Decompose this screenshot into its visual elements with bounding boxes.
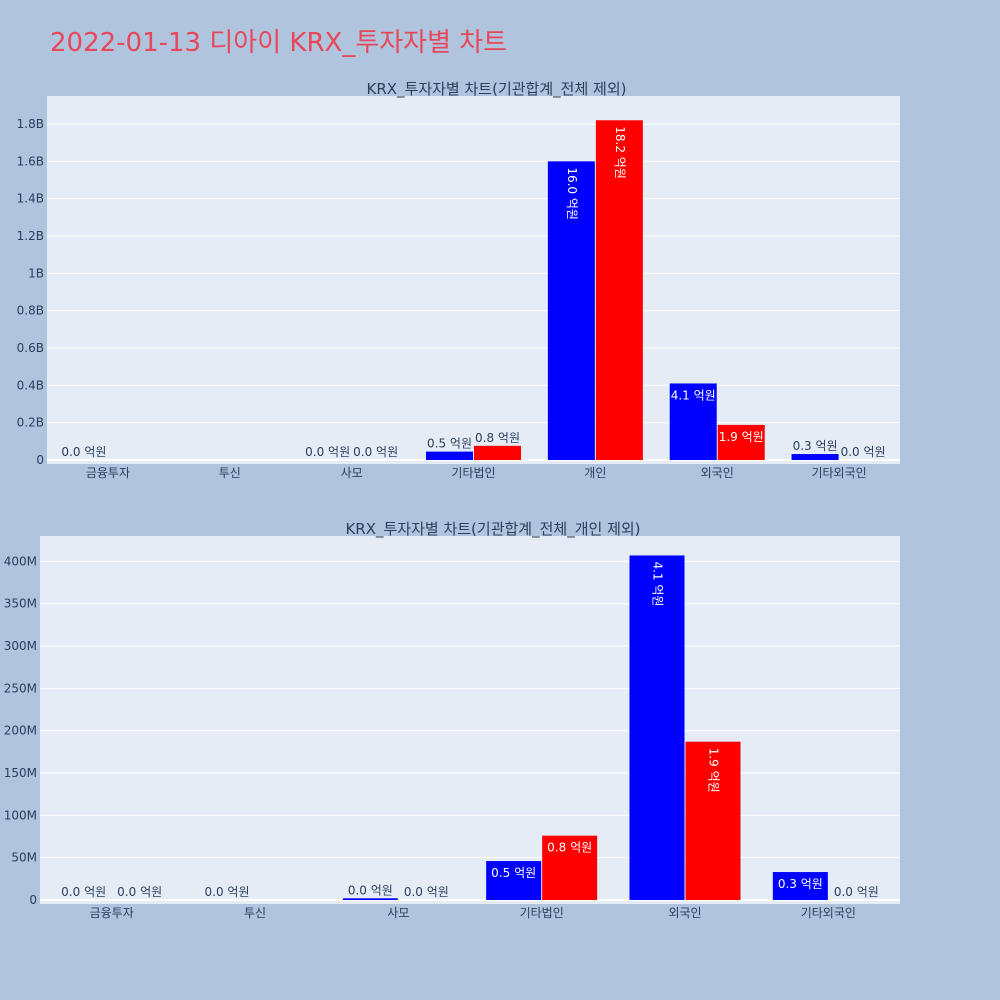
y-tick-label: 0 xyxy=(29,893,37,907)
data-label: 0.3 억원 xyxy=(778,877,823,891)
x-tick-label: 기타외국인 xyxy=(811,466,866,480)
data-label: 0.0 억원 xyxy=(841,445,886,459)
bar xyxy=(717,424,765,460)
data-label: 1.9 억원 xyxy=(707,748,721,793)
data-label: 16.0 억원 xyxy=(565,167,579,220)
data-label: 1.9 억원 xyxy=(719,430,764,444)
y-tick-label: 0.2B xyxy=(17,416,44,430)
x-tick-label: 사모 xyxy=(341,466,363,480)
y-tick-label: 250M xyxy=(4,681,37,695)
bar xyxy=(542,835,598,900)
x-tick-label: 기타법인 xyxy=(451,466,495,480)
bar xyxy=(791,454,839,460)
y-tick-label: 1.4B xyxy=(17,192,44,206)
bar xyxy=(595,120,643,461)
bar xyxy=(342,898,398,900)
y-tick-label: 200M xyxy=(4,724,37,738)
y-tick-label: 50M xyxy=(11,851,37,865)
x-tick-label: 사모 xyxy=(387,906,409,920)
y-tick-label: 400M xyxy=(4,554,37,568)
data-label: 0.8 억원 xyxy=(547,841,592,855)
data-label: 0.0 억원 xyxy=(117,885,162,899)
data-label: 0.5 억원 xyxy=(491,866,536,880)
data-label: 0.3 억원 xyxy=(793,439,838,453)
data-label: 4.1 억원 xyxy=(671,388,716,402)
y-tick-label: 300M xyxy=(4,639,37,653)
chart-title: KRX_투자자별 차트(기관합계_전체_개인 제외) xyxy=(345,520,640,539)
y-tick-label: 1B xyxy=(28,266,44,280)
x-tick-label: 투신 xyxy=(244,906,266,920)
data-label: 0.0 억원 xyxy=(61,885,106,899)
data-label: 0.8 억원 xyxy=(475,431,520,445)
data-label: 0.0 억원 xyxy=(353,445,398,459)
y-tick-label: 0.4B xyxy=(17,378,44,392)
y-tick-label: 100M xyxy=(4,808,37,822)
data-label: 18.2 억원 xyxy=(613,126,627,179)
x-tick-label: 금융투자 xyxy=(86,466,130,480)
y-tick-label: 1.8B xyxy=(17,117,44,131)
page-title: 2022-01-13 디아이 KRX_투자자별 차트 xyxy=(50,28,508,58)
data-label: 0.0 억원 xyxy=(61,445,106,459)
plot-area xyxy=(40,536,900,904)
y-tick-label: 350M xyxy=(4,597,37,611)
data-label: 0.0 억원 xyxy=(305,445,350,459)
bar xyxy=(547,161,595,461)
bar xyxy=(474,445,521,460)
x-tick-label: 기타외국인 xyxy=(801,906,856,920)
data-label: 0.0 억원 xyxy=(834,885,879,899)
y-tick-label: 1.6B xyxy=(17,154,44,168)
y-tick-label: 0 xyxy=(36,453,44,467)
bar xyxy=(669,383,717,460)
chart-title: KRX_투자자별 차트(기관합계_전체 제외) xyxy=(367,80,627,99)
y-tick-label: 0.8B xyxy=(17,304,44,318)
data-label: 0.0 억원 xyxy=(205,885,250,899)
x-tick-label: 기타법인 xyxy=(520,906,564,920)
bar xyxy=(426,451,473,460)
bar xyxy=(486,861,542,900)
x-tick-label: 금융투자 xyxy=(90,906,134,920)
x-tick-label: 외국인 xyxy=(668,906,701,920)
x-tick-label: 외국인 xyxy=(701,466,734,480)
data-label: 4.1 억원 xyxy=(651,561,665,606)
x-tick-label: 투신 xyxy=(219,466,241,480)
y-tick-label: 150M xyxy=(4,766,37,780)
y-tick-label: 0.6B xyxy=(17,341,44,355)
bar xyxy=(772,872,828,900)
bar xyxy=(685,741,741,900)
y-tick-label: 1.2B xyxy=(17,229,44,243)
bar xyxy=(629,555,685,900)
x-tick-label: 개인 xyxy=(584,466,606,480)
data-label: 0.5 억원 xyxy=(427,437,472,451)
plot-area xyxy=(47,96,900,464)
data-label: 0.0 억원 xyxy=(404,885,449,899)
data-label: 0.0 억원 xyxy=(348,883,393,897)
